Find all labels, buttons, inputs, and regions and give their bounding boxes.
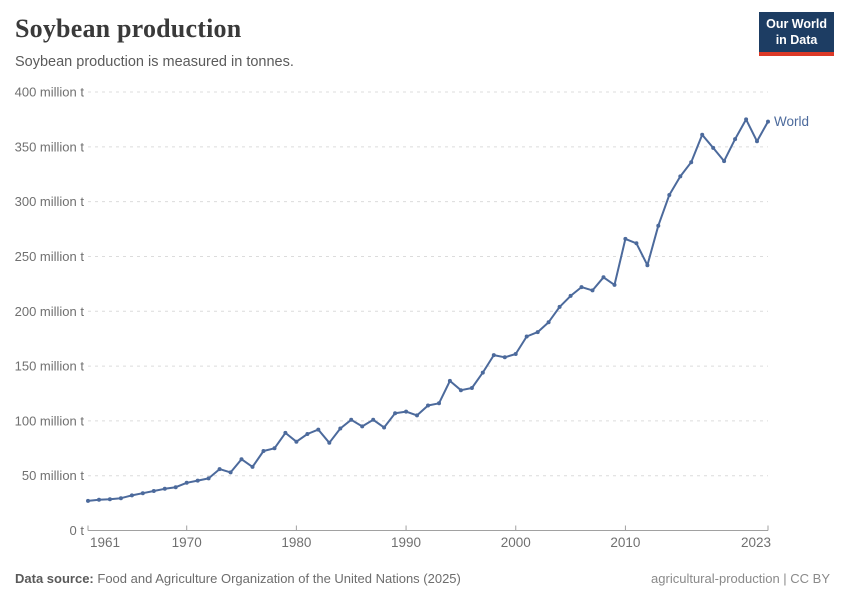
data-source-text: Food and Agriculture Organization of the… <box>97 571 461 586</box>
x-axis-tick-label: 2023 <box>741 535 771 550</box>
x-axis-tick-label: 1990 <box>391 535 421 550</box>
data-point[interactable] <box>502 355 507 360</box>
data-point[interactable] <box>206 476 211 481</box>
data-point[interactable] <box>722 159 727 164</box>
data-point[interactable] <box>601 275 606 280</box>
data-point[interactable] <box>261 449 266 453</box>
x-axis-tick-label: 2010 <box>610 535 640 550</box>
data-point[interactable] <box>129 493 134 498</box>
data-point[interactable] <box>305 432 310 436</box>
y-axis-tick-label: 100 million t <box>15 413 85 428</box>
credit-note: agricultural-production | CC BY <box>651 571 830 586</box>
data-point[interactable] <box>744 117 749 122</box>
data-point[interactable] <box>634 241 639 246</box>
x-axis-tick-label: 1980 <box>281 535 311 550</box>
data-point[interactable] <box>469 386 474 390</box>
y-axis-tick-label: 150 million t <box>15 359 85 374</box>
data-point[interactable] <box>239 457 244 462</box>
owid-logo-line2: in Data <box>775 33 818 48</box>
x-axis: 1961 1970 1980 1990 2000 2010 2023 <box>87 525 771 550</box>
data-point[interactable] <box>667 193 672 197</box>
data-point[interactable] <box>228 470 233 475</box>
data-point[interactable] <box>766 119 770 124</box>
data-point[interactable] <box>272 446 277 451</box>
data-point[interactable] <box>107 497 112 502</box>
data-point[interactable] <box>579 285 584 290</box>
data-source-label: Data source: <box>15 571 94 586</box>
x-axis-tick-label: 1961 <box>90 535 120 550</box>
data-point[interactable] <box>568 293 573 298</box>
x-axis-tick-label: 1970 <box>172 535 202 550</box>
data-point[interactable] <box>546 320 551 325</box>
data-point[interactable] <box>86 498 90 503</box>
data-point[interactable] <box>382 425 387 430</box>
y-axis-tick-label: 0 t <box>70 523 85 538</box>
data-point[interactable] <box>623 236 628 241</box>
data-point[interactable] <box>612 282 617 287</box>
data-points-world[interactable] <box>86 117 770 503</box>
data-point[interactable] <box>338 426 343 431</box>
data-point[interactable] <box>184 480 189 485</box>
data-point[interactable] <box>349 417 354 422</box>
data-point[interactable] <box>458 388 463 393</box>
data-point[interactable] <box>733 137 738 142</box>
x-axis-tick-label: 2000 <box>501 535 531 550</box>
y-gridlines: 0 t 50 million t 100 million t 150 million … <box>15 85 768 538</box>
chart-subtitle: Soybean production is measured in tonnes… <box>15 54 294 70</box>
data-point[interactable] <box>447 378 452 383</box>
data-source-note: Data source: Food and Agriculture Organi… <box>15 571 461 586</box>
data-point[interactable] <box>656 223 661 228</box>
y-axis-tick-label: 300 million t <box>15 194 85 209</box>
data-point[interactable] <box>294 439 299 444</box>
data-point[interactable] <box>250 464 255 469</box>
data-point[interactable] <box>140 491 145 496</box>
y-axis-tick-label: 250 million t <box>15 249 85 264</box>
series-end-label[interactable]: World <box>774 114 809 129</box>
data-point[interactable] <box>689 160 694 165</box>
y-axis-tick-label: 400 million t <box>15 85 85 100</box>
y-axis-tick-label: 200 million t <box>15 304 85 319</box>
data-point[interactable] <box>173 485 178 490</box>
data-point[interactable] <box>480 370 485 375</box>
data-point[interactable] <box>513 352 518 356</box>
page-title: Soybean production <box>15 14 242 43</box>
data-point[interactable] <box>97 497 101 502</box>
data-point[interactable] <box>557 304 562 309</box>
owid-logo-line1: Our World <box>766 17 827 31</box>
data-point[interactable] <box>645 263 650 268</box>
y-axis-tick-label: 50 million t <box>22 468 85 483</box>
data-point[interactable] <box>415 413 419 418</box>
data-point[interactable] <box>404 409 409 414</box>
data-point[interactable] <box>393 411 398 416</box>
y-axis-tick-label: 350 million t <box>15 139 85 154</box>
data-point[interactable] <box>162 486 167 491</box>
data-point[interactable] <box>437 401 441 406</box>
data-point[interactable] <box>711 145 716 150</box>
data-point[interactable] <box>426 403 430 408</box>
data-point[interactable] <box>327 440 332 445</box>
data-point[interactable] <box>360 424 365 429</box>
owid-logo[interactable]: Our World in Data <box>759 12 834 56</box>
data-point[interactable] <box>590 288 595 293</box>
data-point[interactable] <box>371 417 376 422</box>
data-point[interactable] <box>700 132 705 137</box>
data-point[interactable] <box>283 430 288 435</box>
data-point[interactable] <box>755 139 759 144</box>
data-point[interactable] <box>316 427 321 432</box>
data-point[interactable] <box>151 489 156 493</box>
data-point[interactable] <box>678 174 683 179</box>
data-line-world[interactable] <box>87 118 769 502</box>
data-point[interactable] <box>535 330 540 335</box>
data-point[interactable] <box>491 353 496 358</box>
data-point[interactable] <box>524 334 529 339</box>
data-point[interactable] <box>217 467 222 472</box>
data-point[interactable] <box>195 478 200 483</box>
data-point[interactable] <box>118 496 123 501</box>
